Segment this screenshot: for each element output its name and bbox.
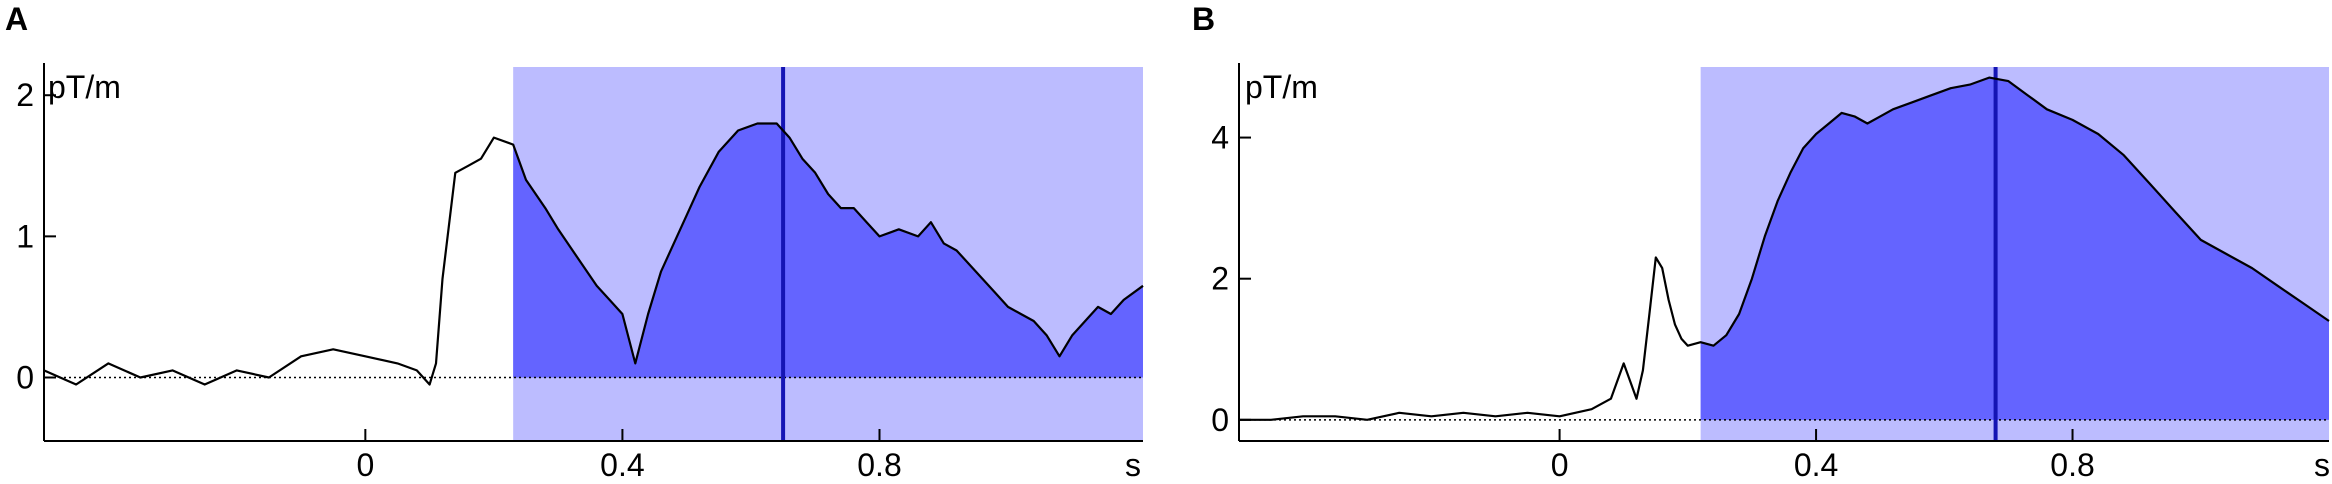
x-tick-label: 0.8 xyxy=(857,447,901,483)
panel-b: 0 2 4 0 0.4 0.8 BpT/m s xyxy=(1192,1,2330,483)
y-tick-label: 0 xyxy=(1211,402,1229,438)
x-tick-label: 0 xyxy=(356,447,374,483)
x-axis-label: s xyxy=(1125,447,1141,483)
signal-trace xyxy=(1239,76,2330,421)
y-tick-label: 1 xyxy=(16,218,34,254)
x-tick-label: 0.4 xyxy=(1794,447,1838,483)
panel-a: 0 1 2 0 0.4 0.8 ApT/m s xyxy=(5,1,1144,483)
panel-label: A xyxy=(5,1,28,37)
x-tick-label: 0.8 xyxy=(2050,447,2094,483)
signal-trace xyxy=(43,122,1144,386)
signal-fill xyxy=(513,123,1143,378)
y-tick-label: 4 xyxy=(1211,120,1229,156)
y-tick-label: 2 xyxy=(1211,261,1229,297)
y-tick-label: 0 xyxy=(16,359,34,395)
signal-fill xyxy=(1700,77,2329,420)
x-axis-label: s xyxy=(2314,447,2330,483)
x-tick-label: 0 xyxy=(1551,447,1569,483)
y-tick-label: 2 xyxy=(16,77,34,113)
unit-label: pT/m xyxy=(48,69,121,105)
x-tick-label: 0.4 xyxy=(600,447,644,483)
panel-label: B xyxy=(1192,1,1215,37)
unit-label: pT/m xyxy=(1245,69,1318,105)
